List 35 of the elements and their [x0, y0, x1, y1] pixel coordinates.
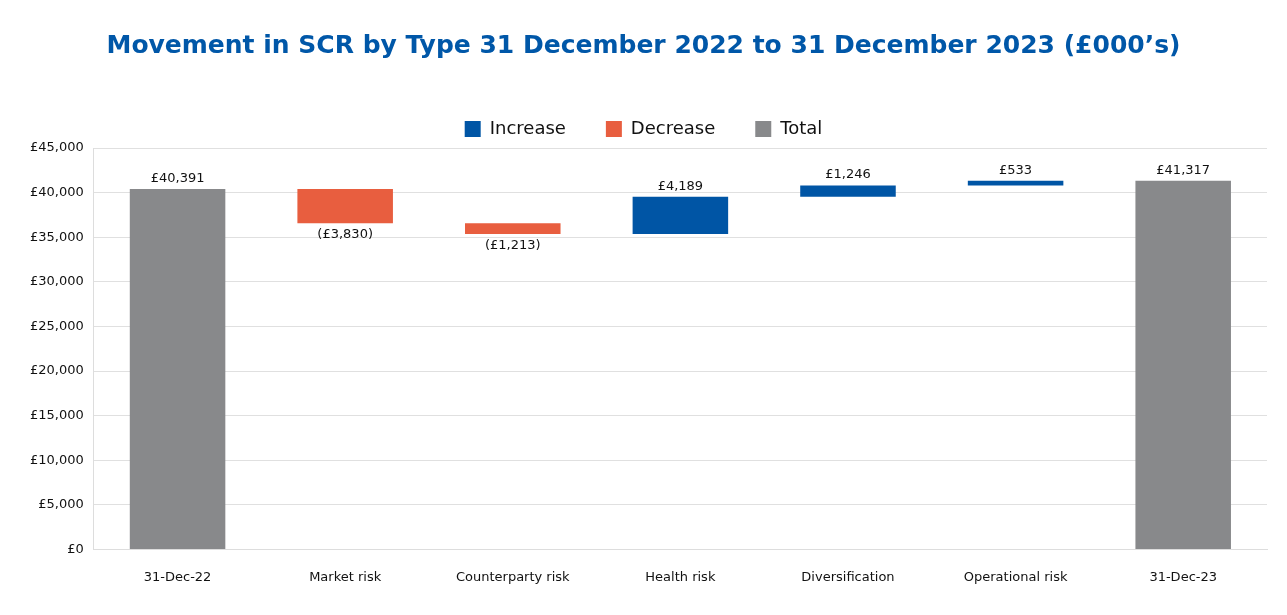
data-label: £41,317 — [1156, 161, 1211, 177]
x-tick-label: Operational risk — [963, 568, 1068, 584]
x-tick-label: 31-Dec-23 — [1149, 568, 1218, 584]
bar — [632, 196, 729, 235]
data-label: £4,189 — [657, 177, 704, 193]
y-tick-label: £15,000 — [29, 406, 84, 422]
bar — [297, 189, 393, 224]
chart-title: Movement in SCR by Type 31 December 2022 to 31 December 2023 (£000’s) — [105, 30, 1182, 59]
x-tick-label: 31-Dec-22 — [143, 568, 212, 584]
y-tick-label: £20,000 — [29, 362, 84, 378]
bar — [129, 189, 226, 549]
data-label: £40,391 — [150, 169, 205, 185]
x-tick-label: Counterparty risk — [455, 568, 571, 584]
y-tick-label: £5,000 — [38, 496, 84, 512]
data-label: (£1,213) — [484, 236, 541, 252]
x-tick-label: Health risk — [645, 568, 716, 584]
bar — [1135, 180, 1231, 549]
x-tick-label: Diversification — [801, 568, 895, 584]
data-label: £533 — [999, 161, 1033, 177]
x-tick-label: Market risk — [309, 568, 382, 584]
bar — [967, 180, 1064, 186]
y-tick-label: £40,000 — [29, 183, 84, 199]
data-label: (£3,830) — [317, 226, 373, 242]
bar — [465, 223, 561, 235]
y-tick-label: £0 — [67, 540, 84, 556]
y-tick-label: £10,000 — [29, 451, 84, 467]
legend-label: Increase — [489, 116, 566, 138]
y-tick-label: £35,000 — [29, 228, 84, 244]
y-tick-label: £45,000 — [29, 139, 84, 155]
bar — [800, 185, 896, 197]
y-tick-label: £30,000 — [29, 273, 84, 289]
data-label: £1,246 — [825, 166, 871, 182]
legend-label: Total — [779, 116, 823, 138]
y-tick-label: £25,000 — [29, 317, 84, 333]
legend-label: Decrease — [630, 116, 716, 138]
